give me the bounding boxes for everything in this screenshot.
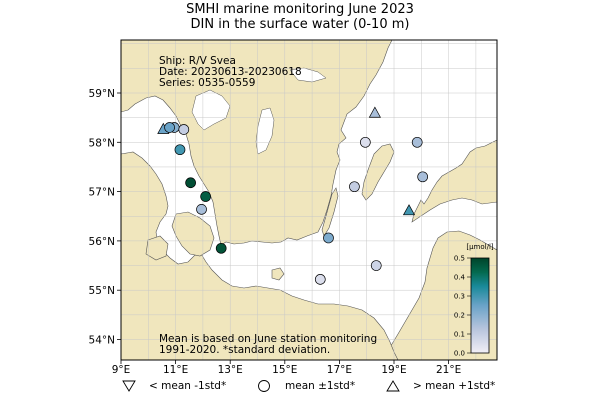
station-marker — [174, 144, 186, 156]
note-line1: Mean is based on June station monitoring — [159, 333, 377, 345]
lat-tick-label: 54°N — [89, 335, 115, 347]
land-denmark-germany-poland — [121, 151, 399, 360]
note-line2: 1991-2020. *standard deviation. — [159, 344, 330, 356]
lon-tick-label: 13°E — [218, 364, 243, 376]
station-marker — [402, 204, 416, 216]
station-marker — [370, 260, 382, 271]
station-marker — [215, 242, 227, 254]
land-gotland — [361, 143, 395, 201]
series-label: Series: 0535-0559 — [159, 77, 255, 89]
lon-tick-label: 15°E — [272, 364, 297, 376]
colorbar-tick-label: 0.5 — [454, 255, 465, 263]
latitude-tick-labels: 59°N 58°N 57°N 56°N 55°N 54°N — [89, 88, 121, 347]
land-funen — [145, 235, 169, 261]
map-title-line2: DIN in the surface water (0-10 m) — [191, 17, 410, 32]
station-marker — [314, 274, 326, 285]
station-marker — [411, 136, 423, 148]
lat-tick-label: 55°N — [89, 285, 115, 297]
lat-tick-label: 59°N — [89, 88, 115, 100]
lat-tick-label: 58°N — [89, 137, 115, 149]
station-marker — [417, 171, 429, 183]
colorbar-unit: [µmol/l] — [466, 243, 494, 251]
colorbar-tick-label: 0.1 — [454, 331, 465, 339]
station-marker — [368, 106, 381, 118]
station-marker — [164, 122, 175, 133]
longitude-tick-labels: 9°E 11°E 13°E 15°E 17°E 19°E 21°E — [112, 360, 461, 376]
colorbar-tick-label: 0.0 — [454, 350, 465, 358]
legend-circle-icon — [258, 380, 270, 392]
station-marker — [178, 124, 190, 135]
land-zealand — [171, 211, 215, 257]
legend-above-mean-label: > mean +1std* — [413, 380, 495, 392]
land-bornholm — [271, 267, 285, 281]
legend-below-mean-label: < mean -1std* — [149, 380, 226, 392]
date-label: Date: 20230613-20230618 — [159, 66, 302, 78]
land-finland-estonia — [379, 40, 497, 360]
colorbar-tick-label: 0.3 — [454, 293, 465, 301]
station-markers — [157, 106, 429, 285]
station-marker — [349, 181, 360, 193]
lake-malaren — [289, 67, 327, 83]
colorbar: [µmol/l] 0.5 0.4 0.3 0.2 0.1 0.0 — [454, 243, 494, 358]
station-marker — [185, 177, 196, 189]
station-marker — [323, 232, 334, 244]
legend-up-triangle-icon — [386, 380, 400, 392]
lat-tick-label: 57°N — [89, 187, 115, 199]
land-oland — [321, 187, 339, 237]
lat-tick-label: 56°N — [89, 236, 115, 248]
lon-tick-label: 17°E — [327, 364, 352, 376]
legend-down-triangle-icon — [122, 380, 136, 392]
colorbar-tick-label: 0.2 — [454, 312, 465, 320]
lon-tick-label: 9°E — [112, 364, 131, 376]
lon-tick-label: 11°E — [163, 364, 188, 376]
map-border — [120, 39, 498, 361]
legend-within-mean-label: mean ±1std* — [285, 380, 355, 392]
colorbar-gradient — [470, 257, 490, 354]
legend: < mean -1std* mean ±1std* > mean +1std* — [122, 380, 495, 392]
lon-tick-label: 19°E — [381, 364, 406, 376]
colorbar-ticks: 0.5 0.4 0.3 0.2 0.1 0.0 — [454, 255, 471, 358]
station-marker — [359, 136, 371, 148]
lon-tick-label: 21°E — [436, 364, 461, 376]
station-marker — [196, 203, 207, 215]
map-title-line1: SMHI marine monitoring June 2023 — [186, 2, 414, 17]
colorbar-tick-label: 0.4 — [454, 274, 466, 282]
station-marker — [200, 191, 211, 202]
ship-label: Ship: R/V Svea — [159, 55, 236, 67]
